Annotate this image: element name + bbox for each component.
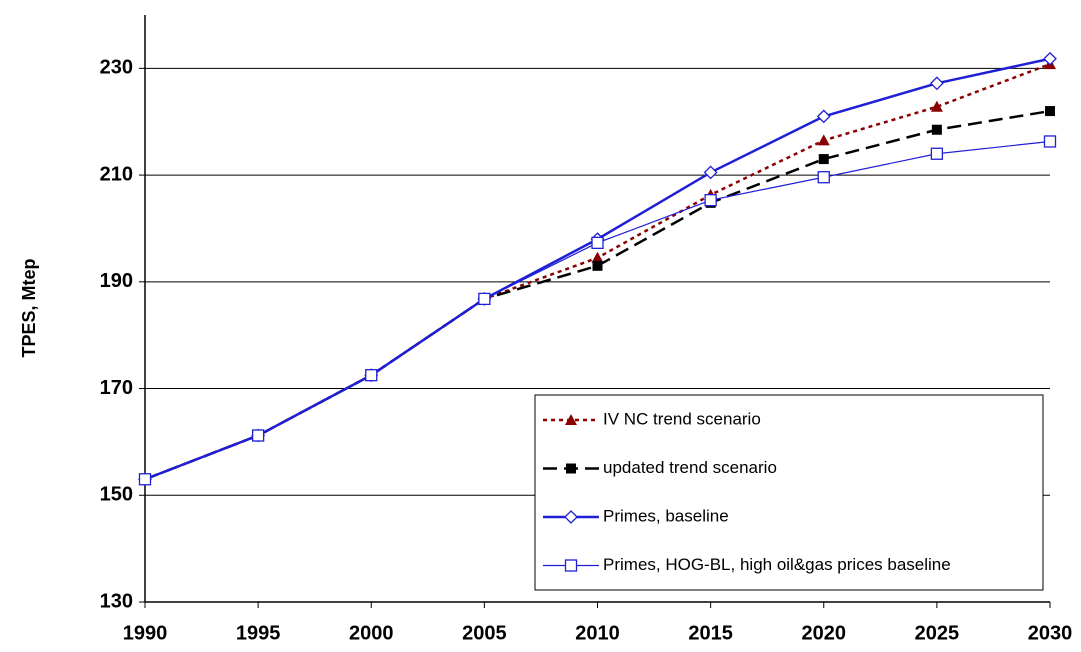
y-tick-label: 130	[100, 590, 133, 612]
marker	[704, 194, 717, 207]
marker	[478, 292, 491, 306]
x-tick-label: 1990	[123, 622, 168, 644]
marker	[816, 109, 831, 124]
legend-marker	[566, 463, 576, 474]
marker	[1045, 106, 1055, 117]
marker	[817, 171, 830, 184]
marker	[818, 154, 829, 165]
x-tick-label: 2015	[688, 622, 733, 644]
x-tick-label: 2000	[349, 622, 394, 644]
y-axis-label: TPES, Mtep	[19, 258, 39, 357]
y-tick-label: 150	[100, 484, 133, 506]
x-tick-label: 2030	[1028, 622, 1073, 644]
series-line	[144, 109, 1051, 481]
marker	[929, 76, 944, 91]
marker	[930, 100, 943, 112]
marker	[931, 124, 942, 135]
y-tick-label: 170	[100, 377, 133, 399]
x-tick-label: 2025	[915, 622, 960, 644]
x-tick-label: 1995	[236, 622, 281, 644]
y-tick-label: 210	[100, 163, 133, 185]
marker	[591, 251, 604, 263]
marker	[1043, 135, 1057, 148]
legend-marker	[565, 414, 577, 425]
marker	[592, 260, 603, 271]
marker	[1043, 51, 1057, 66]
marker	[365, 369, 378, 382]
legend: IV NC trend scenario updated trend scenar…	[534, 394, 1044, 591]
x-tick-label: 2010	[575, 622, 620, 644]
legend-label: Primes, HOG-BL, high oil&gas prices base…	[603, 555, 951, 574]
marker	[251, 429, 265, 442]
legend-marker	[564, 510, 578, 524]
legend-label: Primes, baseline	[603, 506, 729, 525]
legend-marker	[564, 559, 578, 572]
x-tick-label: 2005	[462, 622, 507, 644]
legend-label: updated trend scenario	[603, 458, 777, 477]
y-tick-label: 190	[100, 270, 133, 292]
marker	[703, 165, 718, 180]
y-tick-label: 230	[100, 57, 133, 79]
legend-label: IV NC trend scenario	[603, 409, 761, 428]
marker	[138, 473, 152, 486]
marker	[591, 236, 604, 250]
x-tick-label: 2020	[802, 622, 847, 644]
marker	[930, 147, 944, 160]
legend-box	[534, 394, 1044, 591]
marker	[817, 134, 830, 146]
